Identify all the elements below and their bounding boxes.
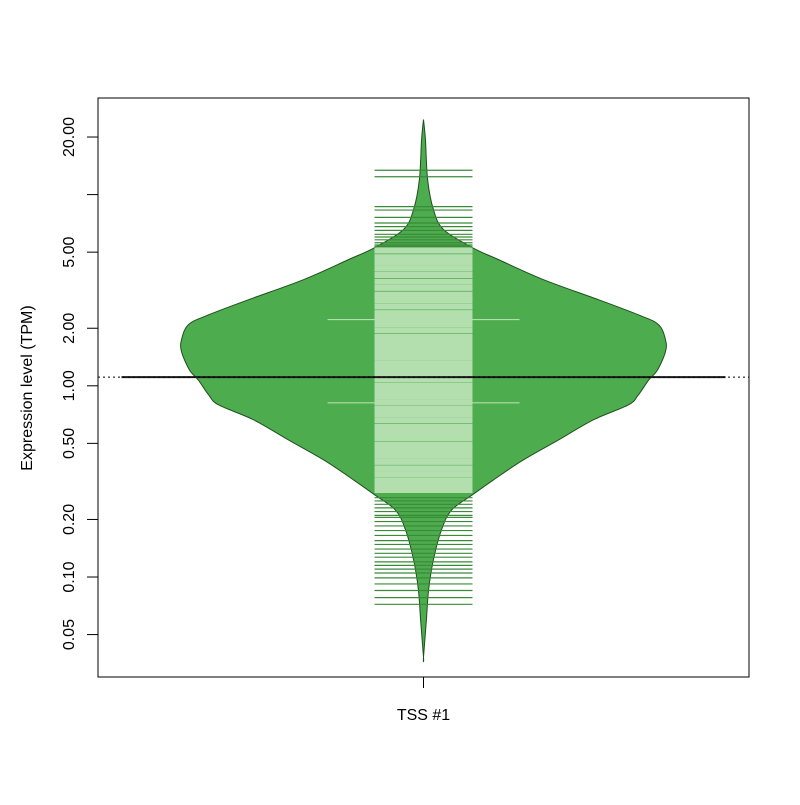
plot-frame (97, 97, 750, 678)
y-tick-label: 5.00 (61, 236, 78, 267)
y-tick-label: 0.20 (61, 504, 78, 535)
y-tick-label: 0.05 (61, 619, 78, 650)
y-tick-label: 20.00 (61, 117, 78, 157)
y-tick-label: 0.50 (61, 428, 78, 459)
x-tick-label: TSS #1 (397, 707, 450, 724)
y-tick-label: 0.10 (61, 561, 78, 592)
y-tick-label: 2.00 (61, 313, 78, 344)
y-tick-label: 1.00 (61, 370, 78, 401)
y-axis-label: Expression level (TPM) (19, 305, 36, 470)
